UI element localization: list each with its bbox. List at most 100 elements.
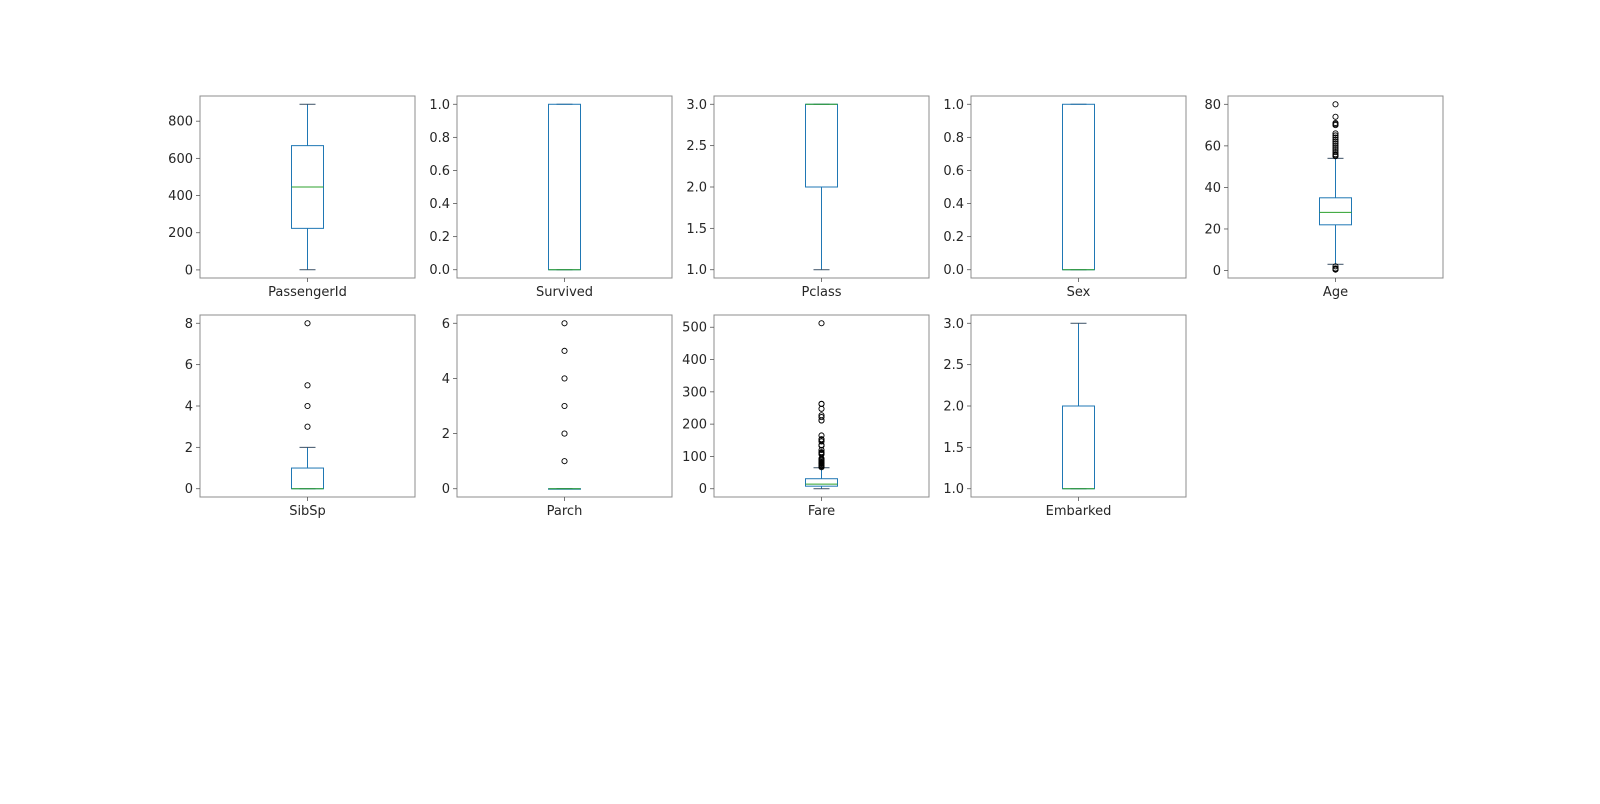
y-tick-label: 500 — [682, 321, 707, 336]
y-tick-label: 2.0 — [943, 400, 964, 415]
y-tick-label: 0 — [442, 482, 450, 497]
y-tick-label: 400 — [682, 353, 707, 368]
x-axis-label: Embarked — [1046, 504, 1112, 519]
outlier-point — [1332, 113, 1339, 120]
outlier-point — [1332, 146, 1339, 154]
outlier-point — [818, 436, 825, 443]
y-tick-label: 6 — [185, 358, 193, 373]
x-axis-label: SibSp — [289, 504, 326, 519]
outlier-point — [1332, 149, 1339, 156]
y-tick-label: 200 — [168, 226, 193, 241]
outlier-point — [1332, 144, 1339, 151]
y-tick-label: 400 — [168, 189, 193, 204]
subplot-passengerid: 0 200 400 600 800 PassengerId — [168, 95, 416, 300]
y-tick-label: 60 — [1204, 139, 1221, 154]
y-tick-label: 300 — [682, 385, 707, 400]
x-axis-label: Pclass — [801, 285, 841, 300]
y-tick-label: 0 — [185, 263, 193, 278]
y-tick-label: 1.5 — [686, 222, 707, 237]
y-tick-label: 0.2 — [429, 230, 450, 245]
y-tick-label: 1.0 — [943, 98, 964, 113]
y-tick-label: 100 — [682, 450, 707, 465]
outlier-point — [561, 458, 568, 465]
y-tick-label: 0.6 — [429, 164, 450, 179]
subplot-fare: 0 100 200 300 400 500 Fare — [682, 314, 930, 519]
y-tick-label: 800 — [168, 115, 193, 130]
y-tick-label: 3.0 — [686, 98, 707, 113]
outlier-point — [818, 449, 825, 456]
y-tick-label: 1.0 — [429, 98, 450, 113]
iqr-box — [805, 478, 838, 487]
outlier-point — [561, 320, 568, 327]
subplot-pclass: 1.0 1.5 2.0 2.5 3.0 Pclass — [686, 95, 930, 300]
outlier-point — [818, 438, 825, 445]
outlier-point — [304, 402, 311, 410]
outlier-point — [1332, 265, 1339, 272]
y-tick-label: 1.0 — [943, 482, 964, 497]
outlier-point — [561, 402, 568, 410]
y-tick-label: 1.0 — [686, 263, 707, 278]
outlier-point — [1332, 130, 1339, 137]
outlier-point — [818, 400, 825, 407]
y-tick-label: 0 — [699, 482, 707, 497]
subplot-survived: 0.0 0.2 0.4 0.6 0.8 1.0 Survived — [429, 95, 673, 300]
y-tick-label: 4 — [185, 400, 193, 415]
outlier-point — [304, 423, 311, 430]
y-tick-label: 2.0 — [686, 181, 707, 196]
y-tick-label: 0.6 — [943, 164, 964, 179]
y-tick-label: 2.5 — [943, 358, 964, 373]
iqr-box — [1319, 197, 1352, 226]
outlier-point — [1332, 136, 1339, 143]
x-axis-label: Sex — [1067, 285, 1091, 300]
x-axis-label: Survived — [536, 285, 593, 300]
outlier-point — [818, 320, 825, 327]
y-tick-label: 2 — [442, 427, 450, 442]
y-tick-label: 6 — [442, 317, 450, 332]
y-tick-label: 200 — [682, 418, 707, 433]
x-axis-label: Age — [1323, 285, 1348, 300]
y-tick-label: 4 — [442, 372, 450, 387]
x-axis-label: PassengerId — [268, 285, 347, 300]
y-tick-label: 0.0 — [943, 263, 964, 278]
y-tick-label: 0.8 — [429, 131, 450, 146]
outlier-point — [1332, 142, 1339, 149]
y-tick-label: 8 — [185, 317, 193, 332]
outlier-point — [561, 347, 568, 354]
outlier-point — [1332, 119, 1339, 127]
outlier-point — [304, 382, 311, 389]
y-tick-label: 0.8 — [943, 131, 964, 146]
y-tick-label: 20 — [1204, 222, 1221, 237]
outlier-point — [1332, 101, 1339, 108]
y-tick-label: 600 — [168, 152, 193, 167]
y-tick-label: 40 — [1204, 181, 1221, 196]
outlier-point — [1332, 132, 1339, 139]
y-tick-label: 0.2 — [943, 230, 964, 245]
outlier-point — [304, 320, 311, 327]
y-tick-label: 0 — [185, 482, 193, 497]
outlier-point — [818, 412, 825, 419]
y-tick-label: 0.0 — [429, 263, 450, 278]
outlier-point — [1332, 263, 1339, 270]
subplot-age: 0 20 40 60 80 Age — [1204, 95, 1444, 300]
outlier-point — [818, 414, 825, 421]
y-tick-label: 0.4 — [943, 197, 964, 212]
x-axis-label: Parch — [547, 504, 583, 519]
outlier-point — [1332, 151, 1339, 158]
y-tick-label: 2 — [185, 441, 193, 456]
outlier-point — [561, 430, 568, 437]
subplot-sex: 0.0 0.2 0.4 0.6 0.8 1.0 Sex — [943, 95, 1187, 300]
y-tick-label: 0 — [1213, 264, 1221, 279]
y-tick-label: 3.0 — [943, 317, 964, 332]
outlier-point — [1332, 140, 1339, 147]
outlier-point — [1332, 138, 1339, 145]
subplot-embarked: 1.0 1.5 2.0 2.5 3.0 Embarked — [943, 314, 1187, 519]
x-axis-label: Fare — [808, 504, 835, 519]
y-tick-label: 0.4 — [429, 197, 450, 212]
subplot-parch: 0 2 4 6 Parch — [442, 314, 673, 519]
outlier-point — [818, 432, 825, 439]
outlier-point — [1332, 134, 1339, 141]
subplot-sibsp: 0 2 4 6 8 SibSp — [185, 314, 416, 519]
